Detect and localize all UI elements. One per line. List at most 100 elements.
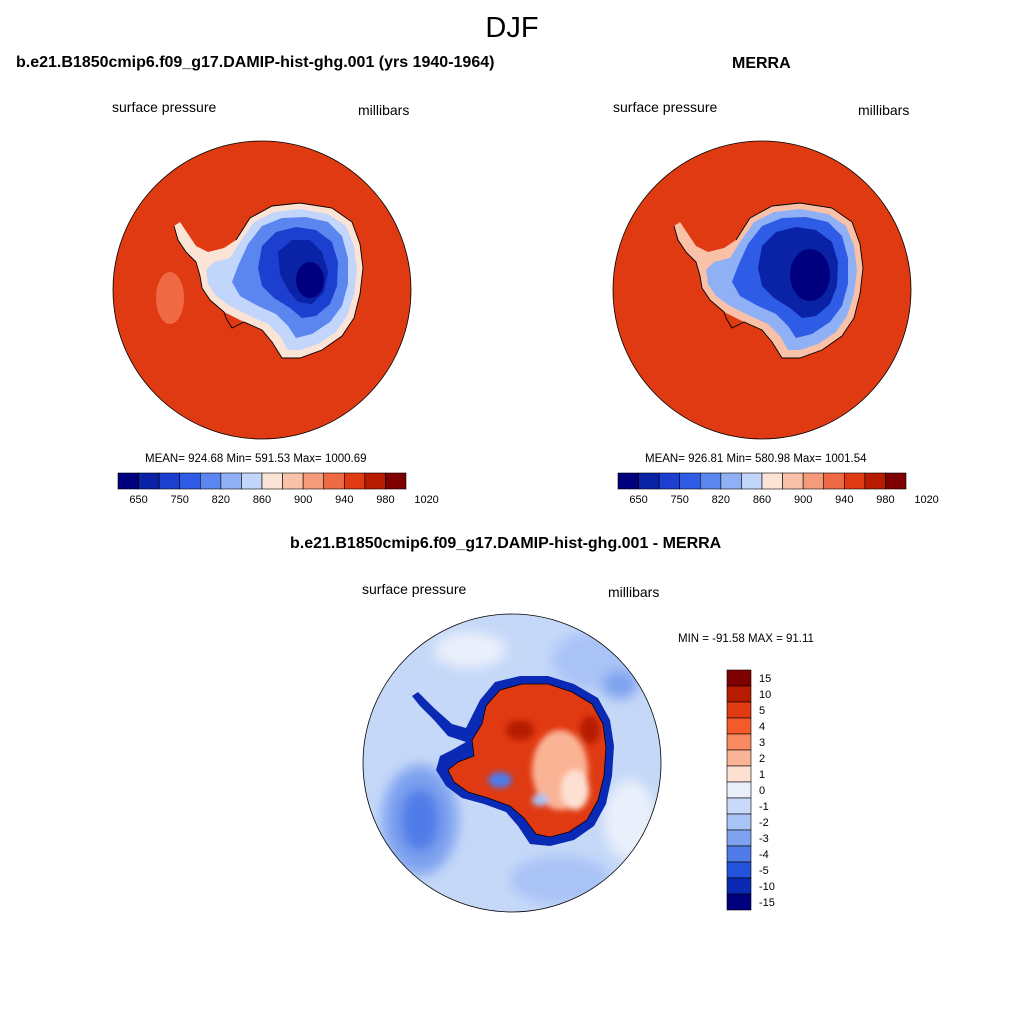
panel3-colorbar-tick-label: 5 — [759, 705, 765, 717]
panel1-colorbar-swatch — [179, 472, 201, 490]
panel1-coastline — [173, 202, 364, 359]
panel2-colorbar-swatch — [843, 472, 866, 490]
panel1-colorbar-swatch — [261, 472, 283, 490]
panel3-colorbar-tick-label: 1 — [759, 769, 765, 781]
panel3-variable-label: surface pressure — [362, 581, 467, 597]
panel1-colorbar: 650 750 820 860 900 940 980 1020 — [117, 472, 439, 506]
panel1-colorbar-tick-label: 1020 — [414, 494, 438, 506]
panel2-colorbar-swatch — [617, 472, 639, 490]
panel2-colorbar-swatch — [761, 472, 783, 490]
panel1-colorbar-tick-label: 650 — [129, 494, 147, 506]
panel3-colorbar-tick-label: 2 — [759, 753, 765, 765]
panel3-colorbar-swatch — [726, 861, 752, 879]
panel2-colorbar-swatch — [699, 472, 722, 490]
panel2-colorbar-tick-label: 980 — [876, 494, 894, 506]
panel3-colorbar-swatch — [726, 749, 752, 767]
panel3-colorbar-swatch — [726, 813, 752, 831]
panel1-colorbar-tick-label: 900 — [294, 494, 312, 506]
panel1-map — [112, 140, 412, 440]
panel3-units-label: millibars — [608, 584, 660, 600]
panel3-colorbar-swatch — [726, 733, 752, 751]
panel3-ocean-anomalies — [382, 630, 656, 904]
panel3-colorbar-tick-label: -5 — [759, 865, 769, 877]
panel1-map-border — [112, 140, 412, 440]
panel1-colorbar-tick-label: 750 — [171, 494, 189, 506]
panel3-colorbar-swatch — [726, 829, 752, 847]
panel3-colorbar-tick-label: 0 — [759, 785, 765, 797]
panel3-colorbar-tick-label: 15 — [759, 673, 771, 685]
panel1-colorbar-swatch — [302, 472, 325, 490]
panel2-colorbar-tick-label: 900 — [794, 494, 812, 506]
panel1-colorbar-swatch — [282, 472, 304, 490]
panel2-colorbar-swatch — [679, 472, 701, 490]
panel1-colorbar-swatch — [199, 472, 222, 490]
panel3-colorbar-swatch — [726, 701, 752, 719]
panel2-dome — [790, 249, 830, 301]
panel1-colorbar-tick-label: 980 — [376, 494, 394, 506]
panel2-units-label: millibars — [858, 102, 910, 118]
panel3-colorbar-tick-label: -4 — [759, 849, 769, 861]
panel3-colorbar-tick-label: 3 — [759, 737, 765, 749]
panel1-colorbar-swatch — [323, 472, 345, 490]
panel3-colorbar-swatch — [726, 669, 752, 687]
panel3-colorbar-swatch — [726, 845, 752, 863]
panel1-colorbar-tick-label: 940 — [335, 494, 353, 506]
panel1-stats: MEAN= 924.68 Min= 591.53 Max= 1000.69 — [145, 453, 367, 465]
panel3-colorbar-tick-label: -1 — [759, 801, 769, 813]
panel2-map — [612, 140, 912, 440]
panel1-units-label: millibars — [358, 102, 410, 118]
panel2-stats: MEAN= 926.81 Min= 580.98 Max= 1001.54 — [645, 453, 867, 465]
panel3-stats: MIN = -91.58 MAX = 91.11 — [678, 633, 814, 645]
panel2-colorbar-swatch — [885, 472, 907, 490]
panel3-colorbar-swatch — [726, 877, 752, 895]
panel1-colorbar-tick-label: 860 — [253, 494, 271, 506]
panel3-colorbar-swatch — [726, 717, 752, 735]
panel2-colorbar-tick-label: 820 — [712, 494, 730, 506]
panel2-variable-label: surface pressure — [613, 99, 718, 115]
panel2-colorbar-tick-label: 860 — [753, 494, 771, 506]
panel3-colorbar-swatch — [726, 893, 752, 911]
panel3-colorbar-tick-label: -15 — [759, 897, 775, 909]
panel2-colorbar-tick-label: 750 — [671, 494, 689, 506]
panel1-colorbar-swatch — [158, 472, 181, 490]
panel1-dome — [296, 262, 324, 298]
panel1-variable-label: surface pressure — [112, 99, 217, 115]
panel2-colorbar-swatch — [782, 472, 804, 490]
panel2-colorbar-tick-label: 940 — [835, 494, 853, 506]
panel1-colorbar-swatch — [138, 472, 160, 490]
panel1-colorbar-swatch — [117, 472, 139, 490]
panel2-coastline — [673, 202, 864, 359]
panel3-map-border — [362, 613, 662, 913]
panel3-coastline — [447, 683, 607, 838]
panel1-colorbar-swatch — [343, 472, 366, 490]
panel1-colorbar-swatch — [220, 472, 242, 490]
panel3-colorbar-swatch — [726, 797, 752, 815]
panel3-colorbar-tick-label: -10 — [759, 881, 775, 893]
panel2-colorbar: 650 750 820 860 900 940 980 1020 — [617, 472, 939, 506]
panel1-title: b.e21.B1850cmip6.f09_g17.DAMIP-hist-ghg.… — [16, 54, 495, 71]
figure-title: DJF — [485, 12, 539, 44]
panel1-colorbar-swatch — [241, 472, 263, 490]
panel3-colorbar-tick-label: -2 — [759, 817, 769, 829]
panel3-colorbar-swatch — [726, 765, 752, 783]
panel2-colorbar-swatch — [720, 472, 742, 490]
panel2-colorbar-swatch — [823, 472, 845, 490]
panel1-colorbar-swatch — [385, 472, 407, 490]
panel2-colorbar-swatch — [658, 472, 681, 490]
panel3-colorbar-tick-label: 4 — [759, 721, 765, 733]
panel3-continent-texture — [488, 716, 600, 810]
panel3-colorbar-tick-label: -3 — [759, 833, 769, 845]
panel2-title: MERRA — [732, 55, 791, 72]
panel2-colorbar-swatch — [741, 472, 763, 490]
panel3-colorbar-swatch — [726, 685, 752, 703]
panel3-colorbar-swatch — [726, 781, 752, 799]
panel2-map-border — [612, 140, 912, 440]
panel2-colorbar-swatch — [802, 472, 825, 490]
panel3-title: b.e21.B1850cmip6.f09_g17.DAMIP-hist-ghg.… — [290, 535, 722, 552]
panel2-colorbar-tick-label: 1020 — [914, 494, 938, 506]
panel1-colorbar-tick-label: 820 — [212, 494, 230, 506]
panel2-colorbar-swatch — [864, 472, 886, 490]
panel2-colorbar-swatch — [638, 472, 660, 490]
